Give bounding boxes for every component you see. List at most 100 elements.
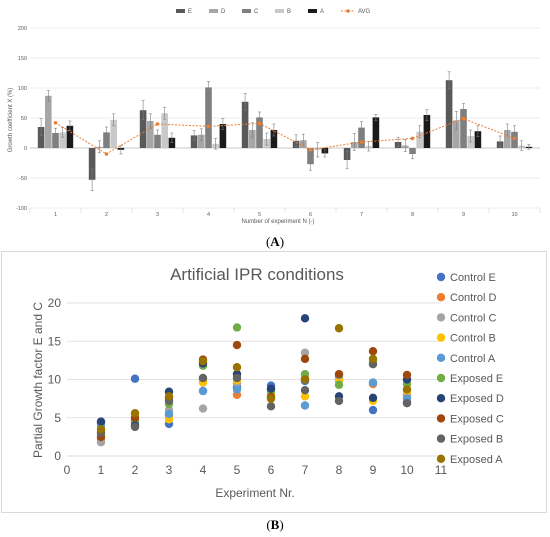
chart-a-legend-label: B [287, 9, 291, 15]
chart-a-legend-swatch [209, 9, 218, 13]
chart-a-bar [372, 117, 380, 148]
chart-a-bar [190, 135, 198, 148]
chart-a-x-tick-label: 2 [105, 212, 108, 218]
chart-a-bar [416, 131, 423, 148]
chart-b-x-tick-label: 2 [132, 463, 139, 477]
chart-b-point [198, 404, 208, 413]
chart-b-point [232, 323, 242, 332]
chart-b-legend-label: Exposed B [450, 434, 503, 446]
chart-a-bar [139, 110, 147, 148]
chart-a-legend-swatch [242, 9, 251, 13]
chart-b-point [164, 409, 174, 419]
chart-b-point [232, 340, 242, 350]
chart-b-point [198, 373, 208, 383]
chart-b-point [368, 354, 378, 364]
chart-b-point [334, 324, 344, 333]
chart-a-avg-point [410, 136, 415, 141]
chart-a-bar [88, 148, 96, 180]
chart-a-avg-point [155, 122, 160, 126]
chart-b-point [164, 392, 174, 401]
chart-b-legend-marker [436, 414, 446, 423]
chart-a-bar [256, 117, 263, 148]
chart-b-point [334, 380, 344, 390]
chart-a-bar [423, 115, 431, 148]
chart-b-point [198, 356, 208, 366]
chart-b-point [96, 417, 106, 426]
chart-b-x-ticks: 0 1 2 3 4 5 6 7 8 9 10 11 [64, 463, 448, 477]
chart-b-point [402, 399, 412, 408]
chart-a-avg-point [257, 121, 262, 126]
caption-a-label: A [270, 234, 280, 249]
chart-b-point [300, 375, 310, 384]
chart-a-bar [453, 120, 460, 148]
chart-a-bar [358, 127, 365, 148]
chart-a-x-tick-label: 9 [462, 212, 465, 218]
chart-b-point [300, 348, 310, 357]
chart-b: Artificial IPR conditions 0 5 10 15 20 0 1 2 3 4… [1, 251, 547, 513]
chart-b-x-tick-label: 8 [336, 463, 343, 477]
chart-a-avg-polyline [55, 118, 515, 155]
chart-a-bar [205, 87, 212, 148]
chart-a-bar [270, 130, 278, 148]
chart-b-legend-label: Control A [450, 353, 496, 365]
chart-a-bar [307, 148, 314, 165]
chart-a-legend-marker [346, 9, 350, 13]
chart-b-point [334, 396, 344, 406]
chart-a-y-axis-title: Growth coefficient X (%) [8, 88, 14, 153]
chart-b-y-tick-label: 20 [48, 296, 62, 310]
chart-b-legend: Control E Control D Control C Control B Cont… [436, 272, 504, 466]
chart-b-legend-label: Control C [450, 312, 497, 324]
chart-b-legend-label: Control E [450, 272, 496, 284]
chart-b-legend-marker [436, 373, 446, 383]
chart-a-legend: E D C B A AVG [176, 9, 371, 15]
chart-b-point [130, 422, 140, 432]
chart-a-x-axis-title: Number of experiment N (-) [241, 219, 314, 225]
chart-a-x-ticks: 1 2 3 4 5 6 7 8 9 10 [54, 212, 518, 218]
chart-b-gridlines [67, 302, 441, 457]
chart-b-title: Artificial IPR conditions [170, 265, 344, 284]
chart-a-bar [241, 101, 249, 148]
chart-b-point [266, 384, 276, 393]
chart-a-legend-swatch [308, 9, 317, 13]
chart-b-point [266, 394, 276, 403]
chart-b-point [300, 386, 310, 395]
chart-a-y-tick-label: -50 [19, 176, 27, 182]
chart-a-y-tick-label: 0 [24, 146, 27, 152]
chart-b-point [300, 392, 310, 401]
chart-b-point [402, 385, 412, 394]
chart-b-point [368, 393, 378, 403]
caption-b: (B) [266, 517, 284, 532]
chart-b-legend-label: Exposed A [450, 454, 503, 466]
chart-a-avg-point [53, 121, 58, 125]
chart-b-legend-label: Exposed C [450, 413, 504, 425]
chart-a-bar [161, 113, 168, 148]
chart-a-bar [45, 95, 52, 148]
chart-b-y-tick-label: 15 [48, 334, 62, 348]
chart-a-x-tick-label: 8 [411, 212, 414, 218]
chart-a-y-tick-label: 150 [18, 56, 27, 62]
chart-a-avg-point [359, 140, 364, 144]
chart-b-points [96, 314, 412, 447]
chart-a-legend-label: C [254, 9, 259, 15]
chart-b-legend-marker [436, 272, 446, 282]
chart-a-avg-line [53, 116, 517, 156]
chart-a-legend-label: D [221, 9, 226, 15]
chart-b-y-ticks: 0 5 10 15 20 [48, 296, 62, 463]
chart-a-bar [219, 124, 227, 148]
chart-a-avg-point [104, 152, 109, 156]
chart-b-legend-label: Exposed D [450, 393, 504, 405]
chart-b-y-tick-label: 0 [54, 449, 61, 463]
chart-a-bar [445, 80, 453, 148]
chart-a-avg-point [512, 136, 517, 141]
chart-a-bar [198, 134, 205, 148]
chart-a-y-tick-label: 100 [18, 86, 27, 92]
chart-b-legend-marker [436, 434, 446, 443]
chart-a-legend-swatch [176, 9, 185, 13]
chart-a-x-tick-label: 4 [207, 212, 210, 218]
chart-b-point [368, 346, 378, 356]
chart-b-legend-marker [436, 333, 446, 342]
chart-b-point [300, 401, 310, 410]
chart-a-bar [103, 132, 110, 148]
chart-b-legend-label: Control D [450, 292, 497, 304]
